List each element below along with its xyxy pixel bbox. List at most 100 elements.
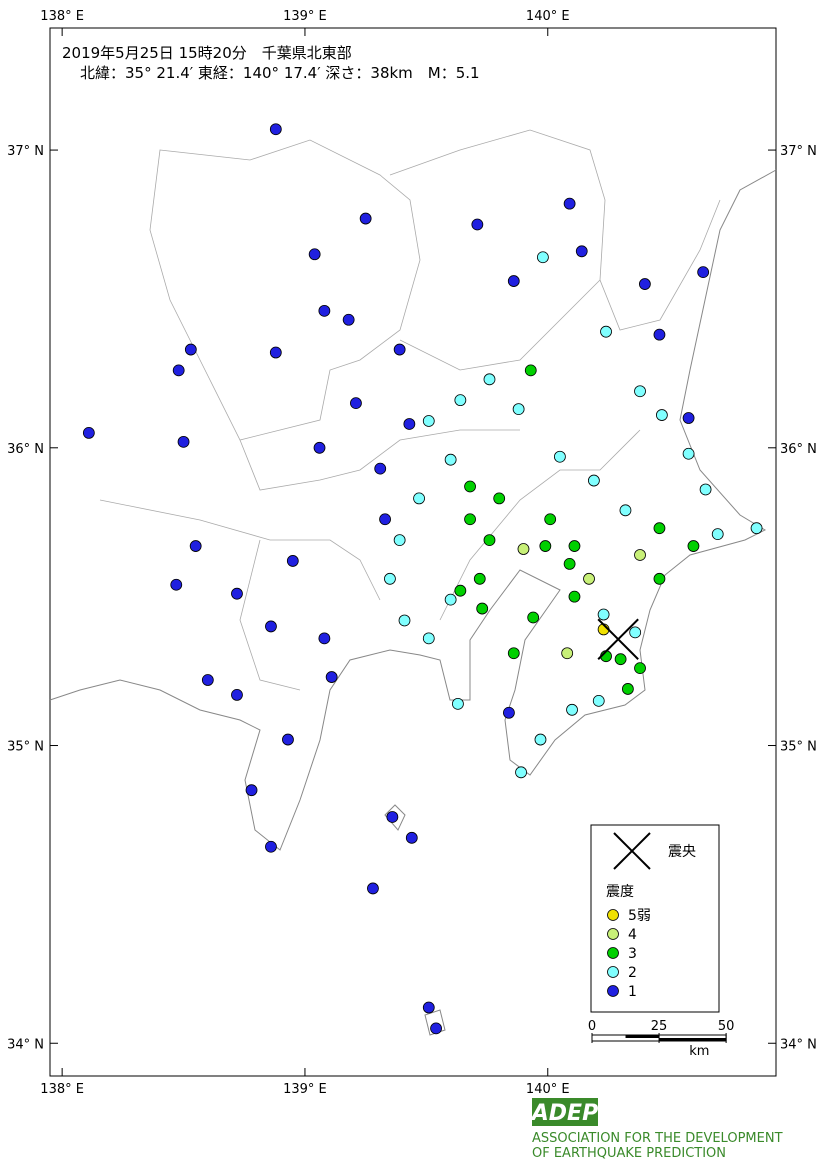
station	[544, 513, 557, 526]
footer: ADEP ASSOCIATION FOR THE DEVELOPMENT OF …	[530, 1098, 783, 1161]
legend-epicenter-label: 震央	[668, 844, 696, 860]
x-tick-label-bottom: 138° E	[40, 1082, 84, 1097]
scale-bar: 0 25 50 km	[588, 1019, 735, 1059]
station	[566, 703, 578, 716]
base-map	[49, 129, 777, 1036]
station	[82, 427, 95, 439]
station	[231, 689, 243, 701]
station	[507, 275, 520, 287]
station	[342, 313, 355, 326]
scale-fill	[659, 1038, 727, 1041]
legend-title: 震度	[606, 884, 634, 900]
legend-label: 3	[628, 946, 637, 962]
station	[561, 647, 574, 660]
station	[393, 343, 406, 356]
station	[629, 626, 642, 639]
station	[384, 572, 396, 585]
org-line1: ASSOCIATION FOR THE DEVELOPMENT	[532, 1131, 783, 1146]
station	[597, 608, 610, 621]
legend-swatch	[607, 909, 619, 921]
station	[621, 683, 634, 695]
station	[245, 784, 258, 797]
scale-label: 50	[718, 1019, 735, 1034]
legend-epicenter-icon	[613, 832, 651, 870]
y-tick-label-right: 34° N	[780, 1037, 817, 1052]
scale-label: 0	[588, 1019, 596, 1034]
station	[398, 614, 411, 627]
station	[265, 620, 277, 633]
station	[184, 343, 197, 356]
station	[517, 543, 530, 555]
station	[697, 266, 710, 279]
epicenter-mark	[597, 618, 639, 660]
axes: 138° E 138° E 139° E 139° E 140° E 140° E 37° …	[7, 9, 817, 1097]
station	[483, 373, 496, 386]
scale-label: 25	[651, 1019, 668, 1034]
station	[711, 528, 724, 541]
legend-swatch	[607, 985, 619, 997]
station	[583, 572, 595, 585]
station	[592, 694, 605, 707]
station	[318, 304, 331, 317]
station	[534, 733, 547, 746]
station	[444, 453, 457, 466]
station	[282, 733, 294, 746]
y-tick-label-right: 36° N	[780, 442, 817, 457]
station	[473, 572, 486, 585]
legend-swatch	[607, 947, 619, 959]
station	[374, 462, 387, 475]
station	[638, 278, 651, 290]
station	[454, 394, 467, 407]
header-line1: 2019年5月25日 15時20分 千葉県北東部	[62, 44, 352, 62]
y-tick-label-left: 37° N	[7, 144, 44, 159]
station	[682, 412, 695, 424]
station	[503, 706, 515, 719]
station	[568, 590, 581, 603]
station	[170, 578, 183, 591]
logo: ADEP	[530, 1101, 598, 1126]
station	[413, 492, 425, 505]
epicenter	[597, 618, 639, 660]
station	[600, 325, 612, 338]
station	[634, 549, 646, 561]
station	[483, 534, 496, 546]
station	[405, 831, 418, 844]
station	[634, 662, 646, 675]
station	[454, 584, 467, 597]
station	[172, 364, 185, 377]
legend-label: 5弱	[628, 908, 651, 924]
legend-swatch	[607, 966, 619, 978]
x-tick-label-bottom: 139° E	[283, 1082, 327, 1097]
station	[687, 540, 700, 552]
station	[493, 492, 506, 505]
station	[568, 540, 581, 552]
y-tick-label-right: 37° N	[780, 144, 817, 159]
station	[537, 251, 549, 264]
stations	[82, 123, 763, 1035]
x-tick-label-top: 140° E	[526, 9, 570, 24]
station	[575, 245, 588, 258]
station	[422, 1001, 435, 1014]
station	[563, 197, 576, 210]
station	[699, 483, 712, 496]
station	[269, 346, 282, 359]
station	[325, 671, 338, 683]
station	[452, 697, 464, 710]
station	[527, 611, 540, 624]
station	[201, 674, 214, 686]
station	[422, 632, 435, 645]
station	[539, 540, 552, 552]
station	[393, 534, 406, 546]
x-tick-label-top: 138° E	[40, 9, 84, 24]
station	[444, 593, 457, 606]
station	[476, 602, 489, 615]
station	[512, 403, 525, 415]
station	[379, 513, 391, 526]
header-line2: 北緯：35° 21.4′ 東経：140° 17.4′ 深さ：38km M：5.1	[80, 64, 480, 82]
logo-box	[532, 1098, 598, 1126]
station	[430, 1022, 442, 1035]
legend-label: 2	[628, 965, 637, 981]
station	[318, 632, 331, 645]
station	[614, 653, 627, 666]
